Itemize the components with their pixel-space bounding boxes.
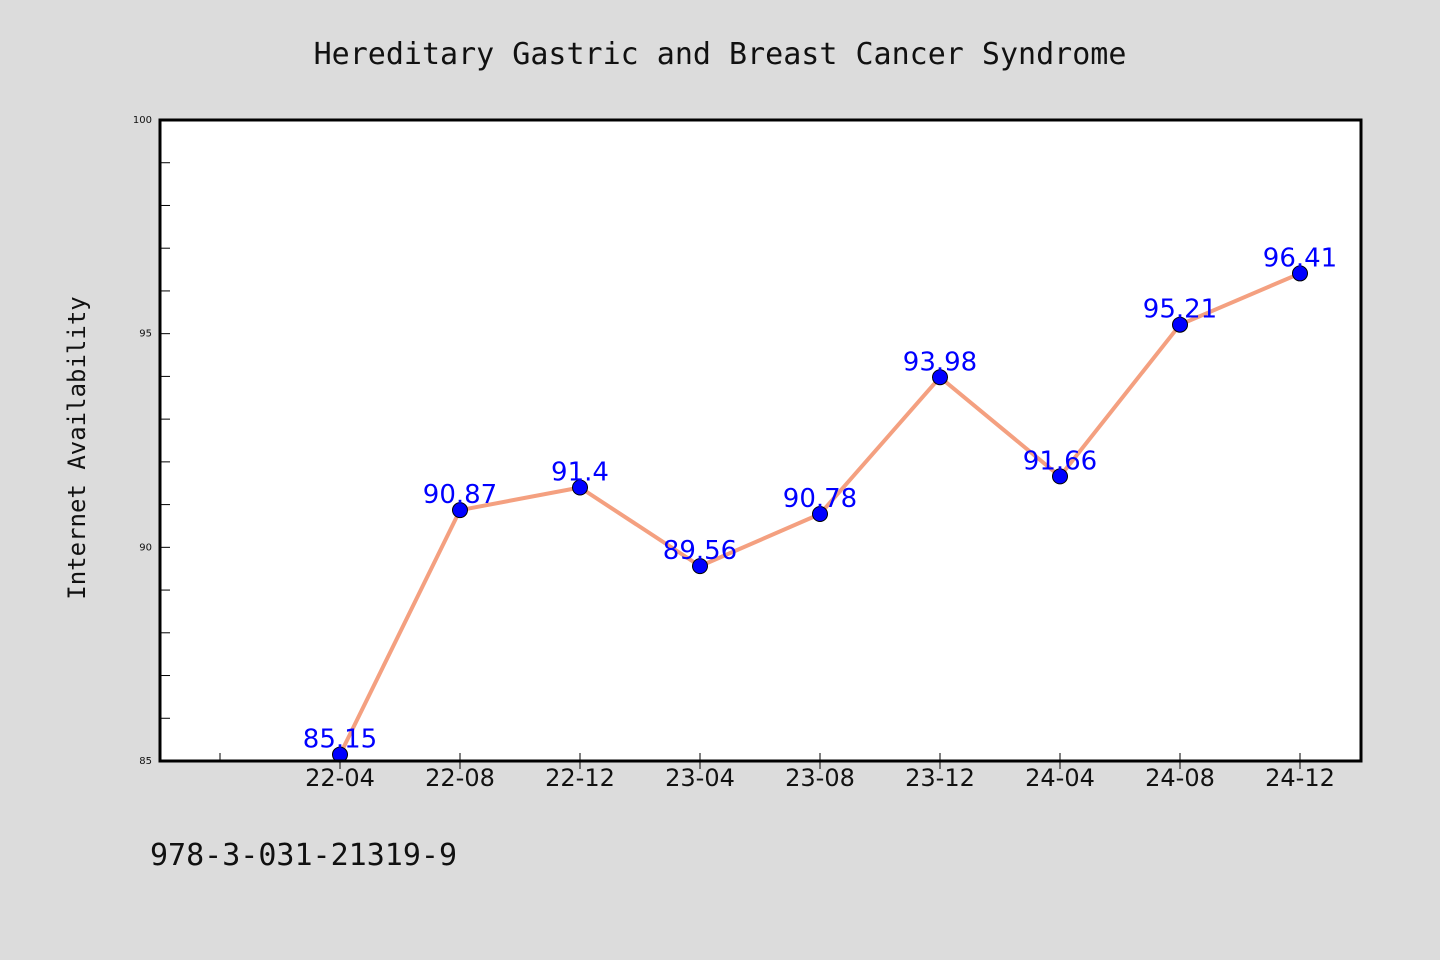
x-tick-label: 23-08 [785,764,855,792]
plot-frame [158,118,1363,763]
data-point-marker [452,502,468,519]
data-point-marker [692,558,708,575]
data-point-marker [812,506,828,523]
x-tick-label: 22-04 [305,764,375,792]
x-tick-label: 24-08 [1145,764,1215,792]
x-tick-label: 22-08 [425,764,495,792]
data-point-label: 91.66 [1023,446,1097,476]
data-point-label: 90.78 [783,484,857,514]
data-point-label: 90.87 [423,480,497,510]
data-point-label: 95.21 [1143,295,1217,325]
data-labels: 85.15 90.87 91.4 89.56 90.78 93.98 91.66 95.21 9… [303,243,1337,754]
y-tick-label: 100 [133,115,152,126]
y-tick-label: 90 [139,542,152,553]
chart-title: Hereditary Gastric and Breast Cancer Syn… [314,37,1127,72]
x-tick-label: 24-04 [1025,764,1095,792]
y-tick-label: 95 [139,329,152,340]
data-point-marker [1172,316,1188,333]
data-point-marker [1052,468,1068,485]
plot-area [160,120,1361,761]
y-tick-label: 85 [139,756,152,767]
x-tick-label: 23-12 [905,764,975,792]
series-layer [332,265,1308,763]
data-point-label: 91.4 [551,458,609,488]
data-point-label: 89.56 [663,536,737,566]
footnote-isbn: 978-3-031-21319-9 [150,838,457,873]
data-point-marker [932,369,948,386]
data-point-marker [1292,265,1308,282]
y-axis-label: Internet Availability [63,296,91,599]
data-point-label: 85.15 [303,725,377,755]
data-point-label: 96.41 [1263,243,1337,273]
x-tick-label: 23-04 [665,764,735,792]
data-point-marker [572,479,588,496]
x-tick-label: 22-12 [545,764,615,792]
x-tick-label: 24-12 [1265,764,1335,792]
data-point-label: 93.98 [903,347,977,377]
